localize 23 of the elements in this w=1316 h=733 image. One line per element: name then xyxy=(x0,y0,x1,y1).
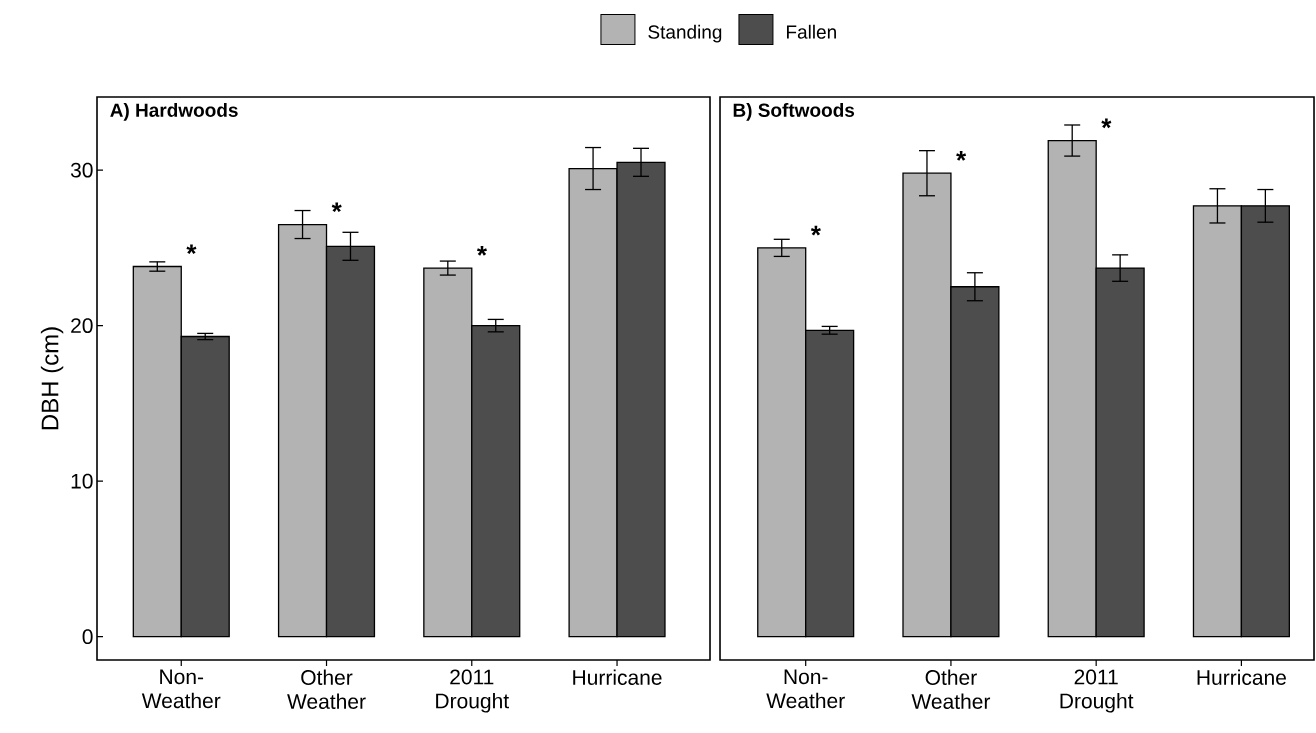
chart-title: A) Hardwoods xyxy=(110,102,238,121)
legend-label: Standing xyxy=(648,24,722,43)
y-tick-label: 30 xyxy=(70,162,93,178)
y-tick-label: 20 xyxy=(71,318,93,334)
x-tick-label: Other Weather xyxy=(287,669,366,709)
x-tick-label: Other Weather xyxy=(911,669,991,709)
chart-title: B) Softwoods xyxy=(733,102,855,121)
annotation: * xyxy=(331,202,342,213)
annotation: * xyxy=(476,245,487,256)
annotation: * xyxy=(956,151,967,161)
x-tick-label: Hurricane xyxy=(1197,669,1286,685)
x-tick-label: 2011 Drought xyxy=(1060,669,1134,713)
x-tick-label: Non-Weather xyxy=(766,669,845,709)
x-tick-label: 2011 Drought xyxy=(436,669,509,713)
annotation: * xyxy=(1101,118,1112,129)
annotation: * xyxy=(810,225,821,236)
x-tick-label: Hurricane xyxy=(573,669,662,685)
annotation: * xyxy=(186,244,197,255)
y-axis-title: DBH (cm) xyxy=(40,327,64,430)
x-tick-label: Non-Weather xyxy=(141,669,221,709)
y-tick-label: 10 xyxy=(71,473,93,489)
y-tick-label: 0 xyxy=(82,629,93,645)
legend-label: Fallen xyxy=(787,24,836,39)
